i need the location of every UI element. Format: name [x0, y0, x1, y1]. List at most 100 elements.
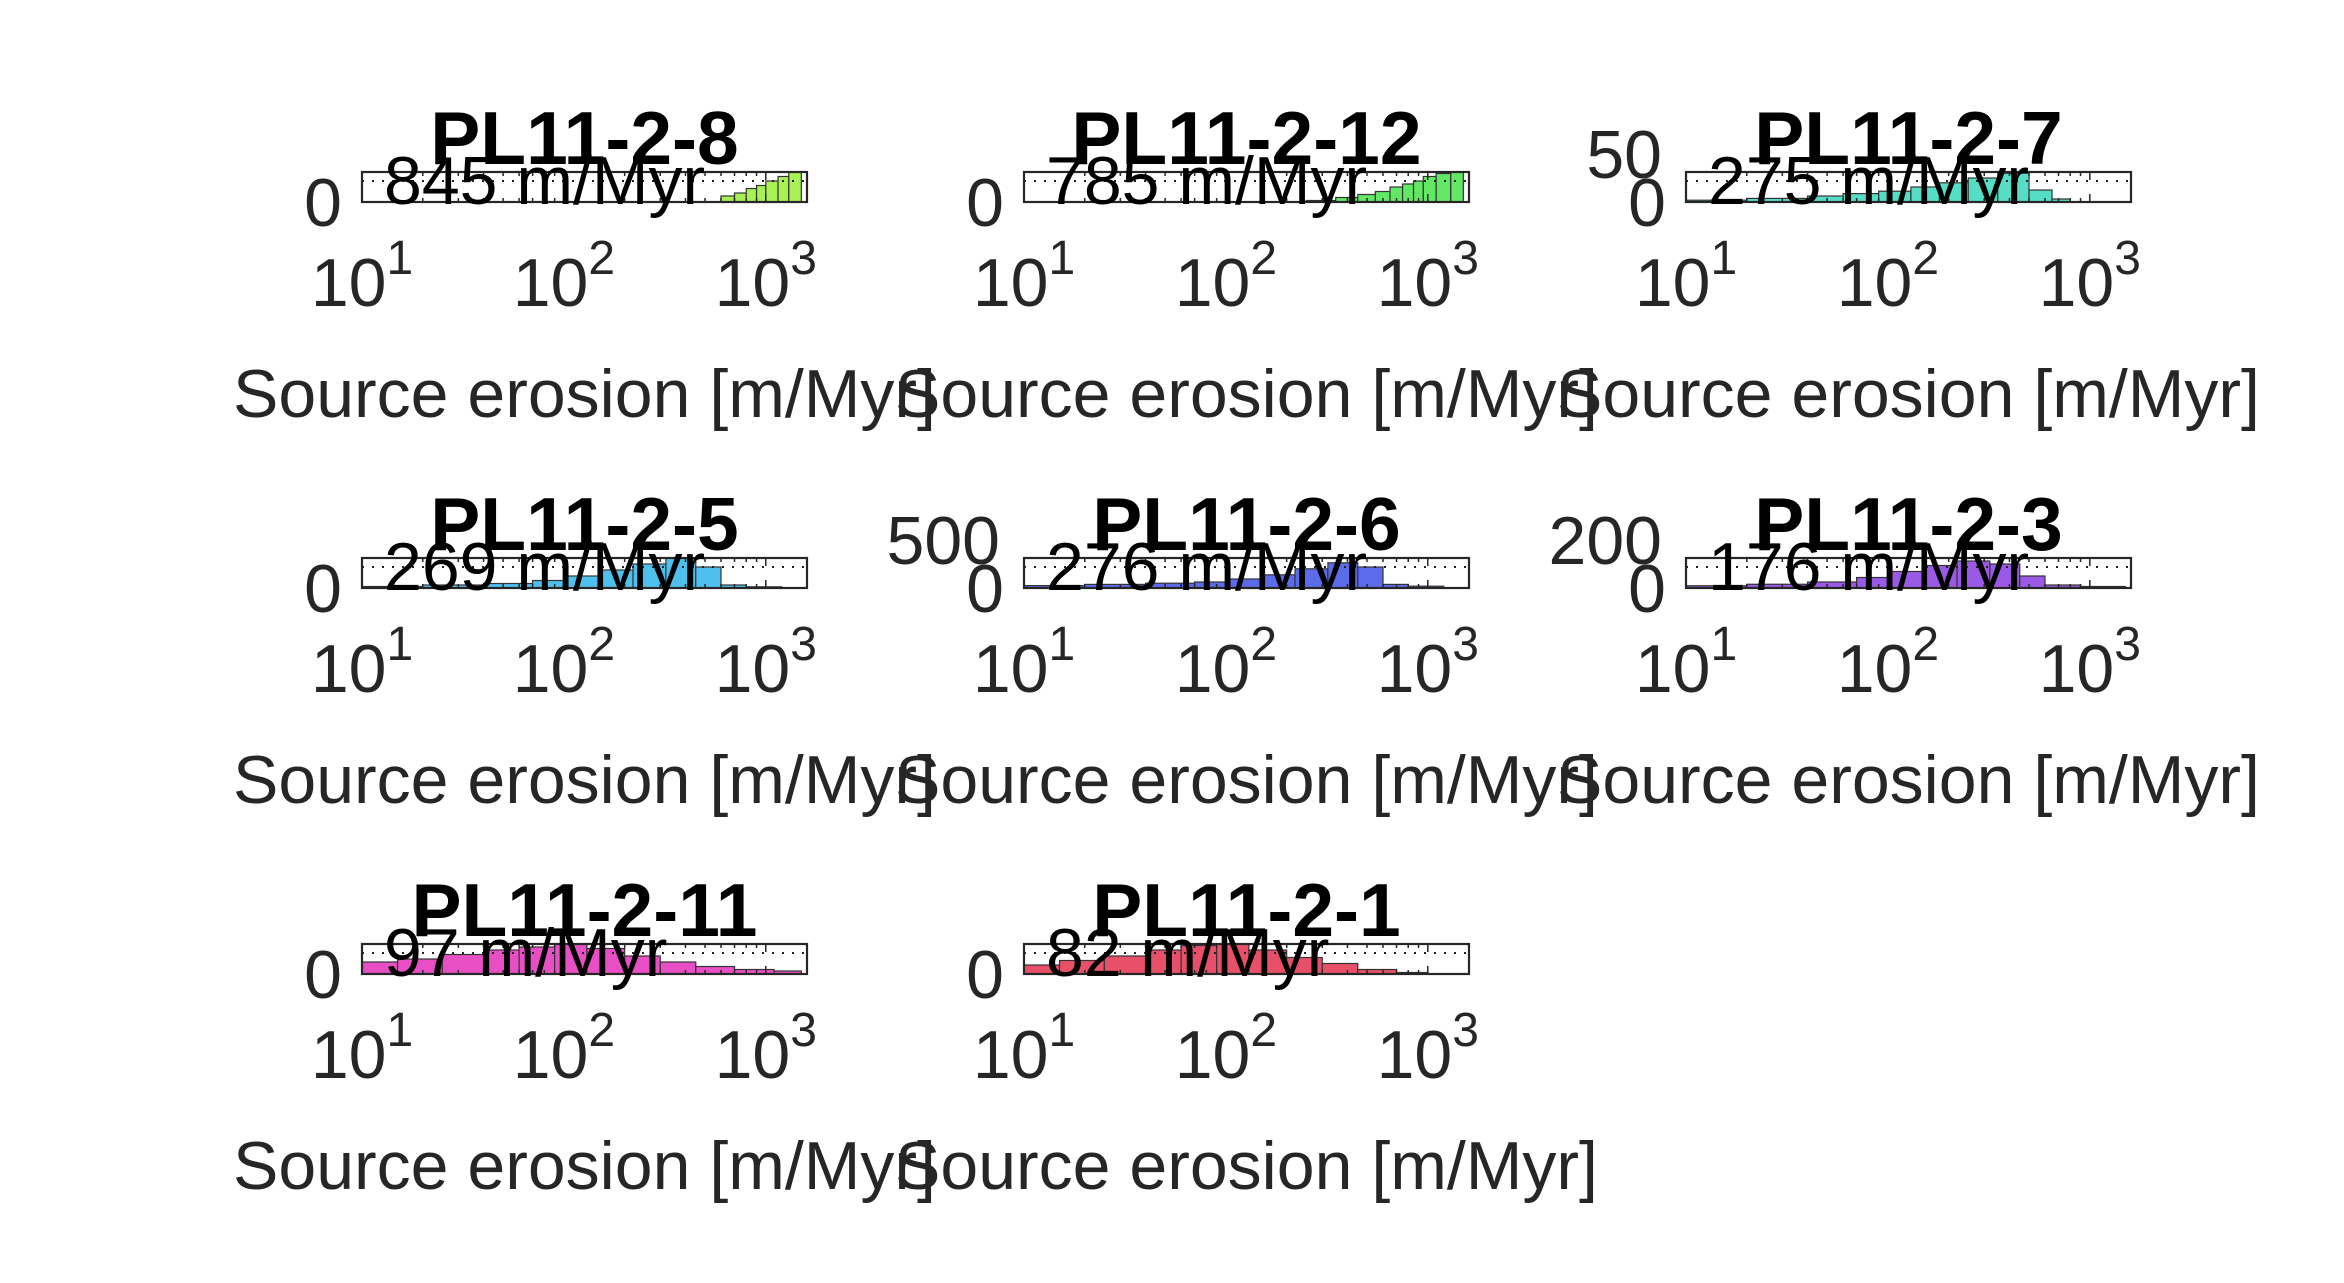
histogram-bar	[1435, 172, 1452, 203]
x-tick-base: 10	[1175, 631, 1251, 707]
x-tick-base: 10	[311, 245, 387, 321]
x-tick-exponent: 2	[588, 618, 615, 671]
axes-box	[1684, 556, 2133, 590]
histogram-bar	[788, 171, 802, 203]
x-axis-label: Source erosion [m/Myr]	[895, 742, 1598, 818]
histogram-bar	[2028, 189, 2053, 203]
chart-title: PL11-2-8	[430, 96, 739, 180]
axes-box	[1684, 170, 2133, 204]
x-tick-exponent: 3	[1452, 1004, 1479, 1057]
x-tick-base: 10	[973, 1017, 1049, 1093]
x-tick-exponent: 3	[2114, 618, 2141, 671]
x-tick-base: 10	[513, 631, 589, 707]
y-tick-label: 0	[304, 165, 342, 241]
x-tick-exponent: 1	[386, 232, 413, 285]
chart-title: PL11-2-7	[1754, 96, 2063, 180]
x-tick-label: 102	[513, 1004, 615, 1093]
x-tick-base: 10	[1837, 631, 1913, 707]
x-tick-label: 101	[973, 618, 1075, 707]
chart-annotation: 785 m/Myr	[1046, 143, 1367, 219]
x-axis-label: Source erosion [m/Myr]	[233, 356, 936, 432]
axes-box	[1022, 170, 1471, 204]
axes-box	[1022, 556, 1471, 590]
chart-title: PL11-2-6	[1092, 482, 1401, 566]
histogram-bar	[554, 943, 588, 975]
x-tick-label: 103	[2039, 232, 2141, 321]
histogram-bar	[518, 946, 556, 975]
chart-annotation: 97 m/Myr	[384, 915, 667, 991]
x-tick-label: 103	[715, 618, 817, 707]
x-tick-base: 10	[973, 245, 1049, 321]
x-tick-label: 103	[715, 1004, 817, 1093]
x-tick-exponent: 3	[2114, 232, 2141, 285]
x-tick-base: 10	[1377, 1017, 1453, 1093]
x-axis-label: Source erosion [m/Myr]	[895, 356, 1598, 432]
x-axis-label: Source erosion [m/Myr]	[233, 742, 936, 818]
chart-annotation: 276 m/Myr	[1046, 529, 1367, 605]
x-axis-label: Source erosion [m/Myr]	[1557, 742, 2260, 818]
x-tick-base: 10	[1837, 245, 1913, 321]
chart-annotation: 269 m/Myr	[384, 529, 705, 605]
x-tick-base: 10	[513, 1017, 589, 1093]
y-tick-label: 0	[304, 937, 342, 1013]
x-axis-label: Source erosion [m/Myr]	[1557, 356, 2260, 432]
axes-box	[360, 942, 809, 976]
x-tick-label: 102	[1837, 232, 1939, 321]
x-tick-base: 10	[1635, 631, 1711, 707]
x-tick-exponent: 1	[1048, 1004, 1075, 1057]
x-tick-label: 101	[1635, 618, 1737, 707]
y-tick-label: 500	[887, 503, 1000, 579]
x-tick-exponent: 3	[790, 1004, 817, 1057]
histogram-bar	[1450, 171, 1464, 203]
chart-annotation: 275 m/Myr	[1708, 143, 2029, 219]
x-tick-label: 103	[1377, 1004, 1479, 1093]
x-tick-label: 101	[973, 232, 1075, 321]
histogram-bar	[755, 184, 767, 203]
x-tick-label: 101	[1635, 232, 1737, 321]
x-tick-exponent: 1	[386, 618, 413, 671]
y-tick-label: 0	[1628, 165, 1666, 241]
x-tick-label: 101	[311, 232, 413, 321]
x-tick-exponent: 2	[588, 232, 615, 285]
x-tick-label: 103	[1377, 232, 1479, 321]
x-tick-exponent: 3	[790, 618, 817, 671]
x-tick-label: 101	[311, 618, 413, 707]
chart-annotation: 845 m/Myr	[384, 143, 705, 219]
x-tick-exponent: 3	[1452, 232, 1479, 285]
x-tick-exponent: 2	[1250, 1004, 1277, 1057]
x-tick-label: 101	[973, 1004, 1075, 1093]
x-tick-base: 10	[1377, 631, 1453, 707]
x-tick-base: 10	[715, 631, 791, 707]
x-tick-exponent: 2	[1250, 232, 1277, 285]
x-tick-label: 102	[1175, 1004, 1277, 1093]
chart-title: PL11-2-5	[430, 482, 739, 566]
histogram-bar	[695, 965, 736, 975]
y-tick-label: 0	[966, 937, 1004, 1013]
x-tick-base: 10	[1377, 245, 1453, 321]
x-tick-base: 10	[2039, 245, 2115, 321]
histogram-bar	[745, 187, 758, 203]
x-tick-exponent: 1	[1710, 232, 1737, 285]
chart-title: PL11-2-12	[1071, 96, 1421, 180]
x-tick-label: 102	[513, 618, 615, 707]
x-tick-label: 102	[1837, 618, 1939, 707]
x-tick-exponent: 3	[790, 232, 817, 285]
y-tick-label: 50	[1586, 117, 1662, 193]
y-tick-label: 0	[966, 165, 1004, 241]
y-tick-label: 0	[966, 551, 1004, 627]
x-tick-base: 10	[311, 631, 387, 707]
chart-title: PL11-2-3	[1754, 482, 2063, 566]
x-tick-exponent: 2	[588, 1004, 615, 1057]
axes-box	[360, 170, 809, 204]
x-tick-base: 10	[1175, 1017, 1251, 1093]
x-tick-base: 10	[1175, 245, 1251, 321]
x-tick-exponent: 2	[1912, 232, 1939, 285]
x-tick-exponent: 1	[1048, 618, 1075, 671]
axes-box	[360, 556, 809, 590]
